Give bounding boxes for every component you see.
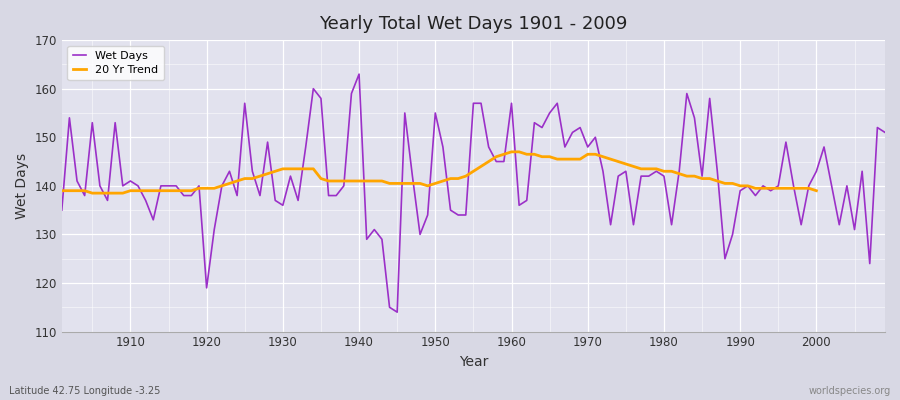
20 Yr Trend xyxy=(453,176,464,181)
Text: Latitude 42.75 Longitude -3.25: Latitude 42.75 Longitude -3.25 xyxy=(9,386,160,396)
Line: 20 Yr Trend: 20 Yr Trend xyxy=(62,152,816,193)
20 Yr Trend xyxy=(811,188,822,193)
Wet Days xyxy=(117,184,128,188)
20 Yr Trend xyxy=(506,150,517,154)
Wet Days xyxy=(521,198,532,203)
20 Yr Trend xyxy=(521,152,532,157)
Wet Days xyxy=(392,310,402,314)
Wet Days xyxy=(354,72,364,76)
X-axis label: Year: Year xyxy=(459,355,488,369)
20 Yr Trend xyxy=(239,176,250,181)
20 Yr Trend xyxy=(87,191,98,196)
Wet Days xyxy=(285,174,296,178)
Wet Days xyxy=(879,130,890,135)
Wet Days xyxy=(331,193,342,198)
Y-axis label: Wet Days: Wet Days xyxy=(15,153,29,219)
20 Yr Trend xyxy=(209,186,220,191)
Text: worldspecies.org: worldspecies.org xyxy=(809,386,891,396)
20 Yr Trend xyxy=(765,186,776,191)
20 Yr Trend xyxy=(57,188,68,193)
Line: Wet Days: Wet Days xyxy=(62,74,885,312)
Wet Days xyxy=(613,174,624,178)
20 Yr Trend xyxy=(788,186,799,191)
Title: Yearly Total Wet Days 1901 - 2009: Yearly Total Wet Days 1901 - 2009 xyxy=(320,15,627,33)
Wet Days xyxy=(514,203,525,208)
Legend: Wet Days, 20 Yr Trend: Wet Days, 20 Yr Trend xyxy=(68,46,164,80)
Wet Days xyxy=(57,208,68,212)
